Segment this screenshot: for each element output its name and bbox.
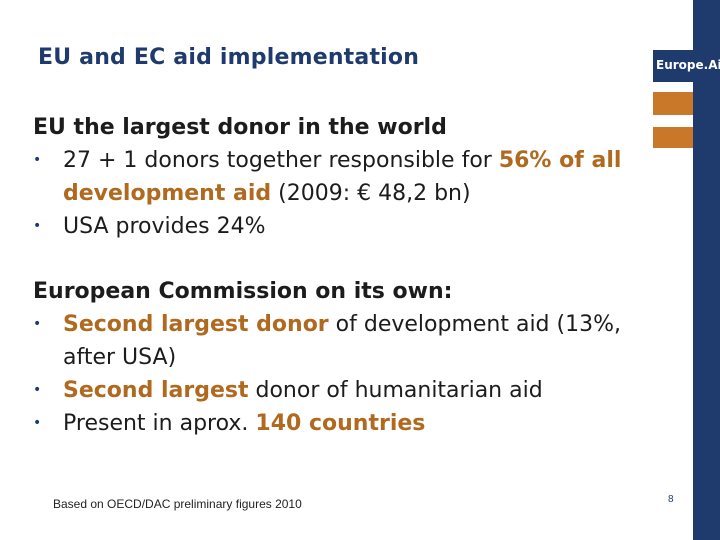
bullet-item: • USA provides 24%	[33, 210, 648, 243]
bullet-item: • Second largest donor of humanitarian ai…	[33, 374, 648, 407]
brand-logo-text: Europe.Aid	[656, 58, 720, 72]
accent-block-1	[653, 92, 693, 115]
bullet-icon: •	[33, 218, 42, 234]
bullet-text: of development aid (13%, after USA)	[63, 312, 621, 370]
slide-title: EU and EC aid implementation	[38, 45, 420, 70]
bullet-text: (2009: € 48,2 bn)	[271, 181, 471, 206]
bullet-list-1: • 27 + 1 donors together responsible for …	[33, 144, 648, 243]
brand-logo-bar: Europe.Aid	[653, 50, 720, 82]
bullet-item: • 27 + 1 donors together responsible for …	[33, 144, 648, 210]
bullet-item: • Present in aprox. 140 countries	[33, 407, 648, 440]
bullet-icon: •	[33, 382, 42, 398]
brand-sidebar: Europe.Aid	[653, 0, 720, 540]
bullet-icon: •	[33, 316, 42, 332]
bullet-text: donor of humanitarian aid	[248, 378, 543, 403]
bullet-icon: •	[33, 152, 42, 168]
source-footnote: Based on OECD/DAC preliminary figures 20…	[53, 497, 302, 511]
section-2: European Commission on its own: • Second …	[33, 275, 648, 440]
bullet-list-2: • Second largest donor of development aid…	[33, 308, 648, 440]
brand-stripe	[693, 0, 720, 540]
bullet-text: USA provides 24%	[63, 214, 266, 239]
bullet-highlight: 140 countries	[255, 411, 426, 436]
bullet-highlight: 56% of all development aid	[63, 148, 622, 206]
page-number: 8	[668, 494, 674, 505]
bullet-text: Present in aprox.	[63, 411, 256, 436]
bullet-highlight: Second largest	[63, 378, 249, 403]
bullet-highlight: Second largest donor	[63, 312, 329, 337]
section-heading-2: European Commission on its own:	[33, 279, 453, 304]
slide-body: EU the largest donor in the world • 27 + …	[33, 111, 648, 440]
bullet-text: 27 + 1 donors together responsible for	[63, 148, 499, 173]
bullet-item: • Second largest donor of development aid…	[33, 308, 648, 374]
accent-block-2	[653, 127, 693, 148]
bullet-icon: •	[33, 415, 42, 431]
section-heading-1: EU the largest donor in the world	[33, 115, 447, 140]
